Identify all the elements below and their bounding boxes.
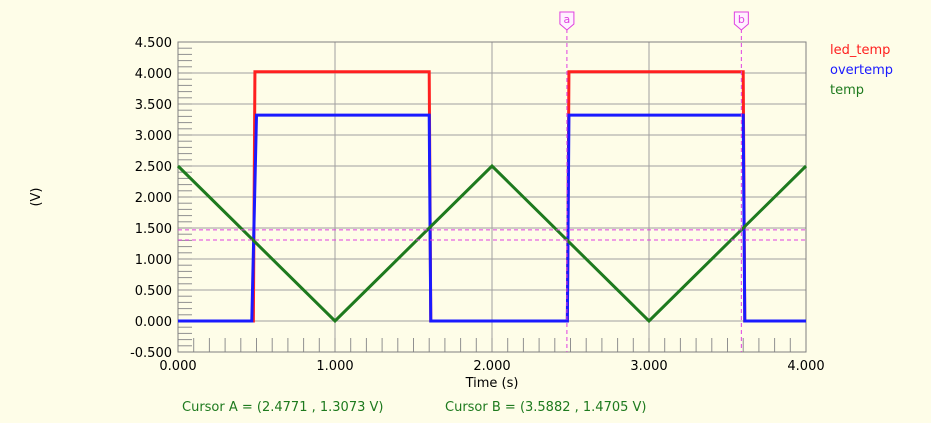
y-tick-label: 0.000 bbox=[135, 315, 172, 330]
y-tick-label: 0.500 bbox=[135, 284, 172, 299]
series-line-overtemp bbox=[178, 113, 806, 323]
y-tick-label: 1.500 bbox=[135, 222, 172, 237]
legend-item-overtemp: overtemp bbox=[830, 63, 893, 78]
cursor-a-tag[interactable]: a bbox=[559, 11, 575, 31]
x-tick-label: 0.000 bbox=[159, 359, 196, 374]
x-tick-label: 2.000 bbox=[473, 359, 510, 374]
y-tick-label: 4.000 bbox=[135, 67, 172, 82]
y-tick-label: 4.500 bbox=[135, 36, 172, 51]
cursor-b-flag[interactable] bbox=[733, 11, 749, 31]
y-axis-label: (V) bbox=[29, 187, 44, 206]
x-tick-label: 1.000 bbox=[316, 359, 353, 374]
grid bbox=[178, 42, 806, 352]
cursor-readouts: Cursor A = (2.4771 , 1.3073 V) Cursor B =… bbox=[182, 400, 646, 415]
legend: led_temp overtemp temp bbox=[830, 43, 893, 98]
x-tick-labels: 0.000 1.000 2.000 3.000 4.000 bbox=[159, 359, 824, 374]
x-tick-label: 3.000 bbox=[630, 359, 667, 374]
plot-frame bbox=[177, 41, 807, 353]
legend-item-temp: temp bbox=[830, 83, 864, 98]
cursor-a-flag[interactable] bbox=[559, 11, 575, 31]
cursor-b-tag[interactable]: b bbox=[733, 11, 749, 31]
x-axis-label: Time (s) bbox=[465, 376, 519, 391]
y-tick-label: 2.000 bbox=[135, 191, 172, 206]
y-tick-label: -0.500 bbox=[130, 346, 172, 361]
cursor-b-readout: Cursor B = (3.5882 , 1.4705 V) bbox=[445, 400, 646, 415]
y-tick-label: 1.000 bbox=[135, 253, 172, 268]
y-tick-label: 2.500 bbox=[135, 160, 172, 175]
y-tick-labels: 4.500 4.000 3.500 3.000 2.500 2.000 1.500 1.000… bbox=[130, 36, 172, 361]
legend-item-led_temp: led_temp bbox=[830, 43, 890, 58]
series-layer bbox=[176, 70, 808, 324]
x-tick-label: 4.000 bbox=[787, 359, 824, 374]
y-tick-label: 3.500 bbox=[135, 98, 172, 113]
cursor-b-label: b bbox=[738, 13, 745, 26]
cursor-a-label: a bbox=[564, 13, 571, 26]
y-tick-label: 3.000 bbox=[135, 129, 172, 144]
cursor-a-readout: Cursor A = (2.4771 , 1.3073 V) bbox=[182, 400, 383, 415]
